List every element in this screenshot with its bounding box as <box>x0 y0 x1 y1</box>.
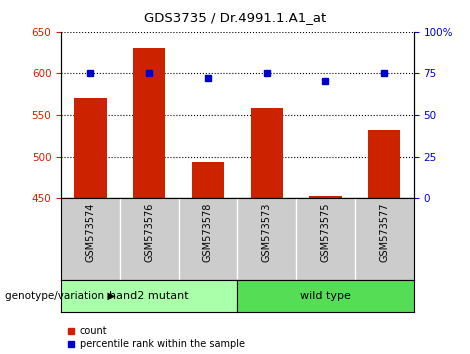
Text: GDS3735 / Dr.4991.1.A1_at: GDS3735 / Dr.4991.1.A1_at <box>144 11 326 24</box>
Text: hand2 mutant: hand2 mutant <box>110 291 189 301</box>
Bar <box>251 108 283 198</box>
Bar <box>133 48 165 198</box>
Bar <box>368 130 400 198</box>
Text: genotype/variation ▶: genotype/variation ▶ <box>5 291 115 301</box>
Bar <box>309 196 342 198</box>
Text: GSM573573: GSM573573 <box>262 202 272 262</box>
Text: GSM573577: GSM573577 <box>379 202 389 262</box>
Bar <box>74 98 107 198</box>
Text: GSM573574: GSM573574 <box>86 202 95 262</box>
Text: GSM573576: GSM573576 <box>144 202 154 262</box>
Legend: count, percentile rank within the sample: count, percentile rank within the sample <box>66 326 244 349</box>
Text: GSM573578: GSM573578 <box>203 202 213 262</box>
Text: GSM573575: GSM573575 <box>321 202 330 262</box>
Text: wild type: wild type <box>300 291 351 301</box>
Bar <box>192 162 224 198</box>
